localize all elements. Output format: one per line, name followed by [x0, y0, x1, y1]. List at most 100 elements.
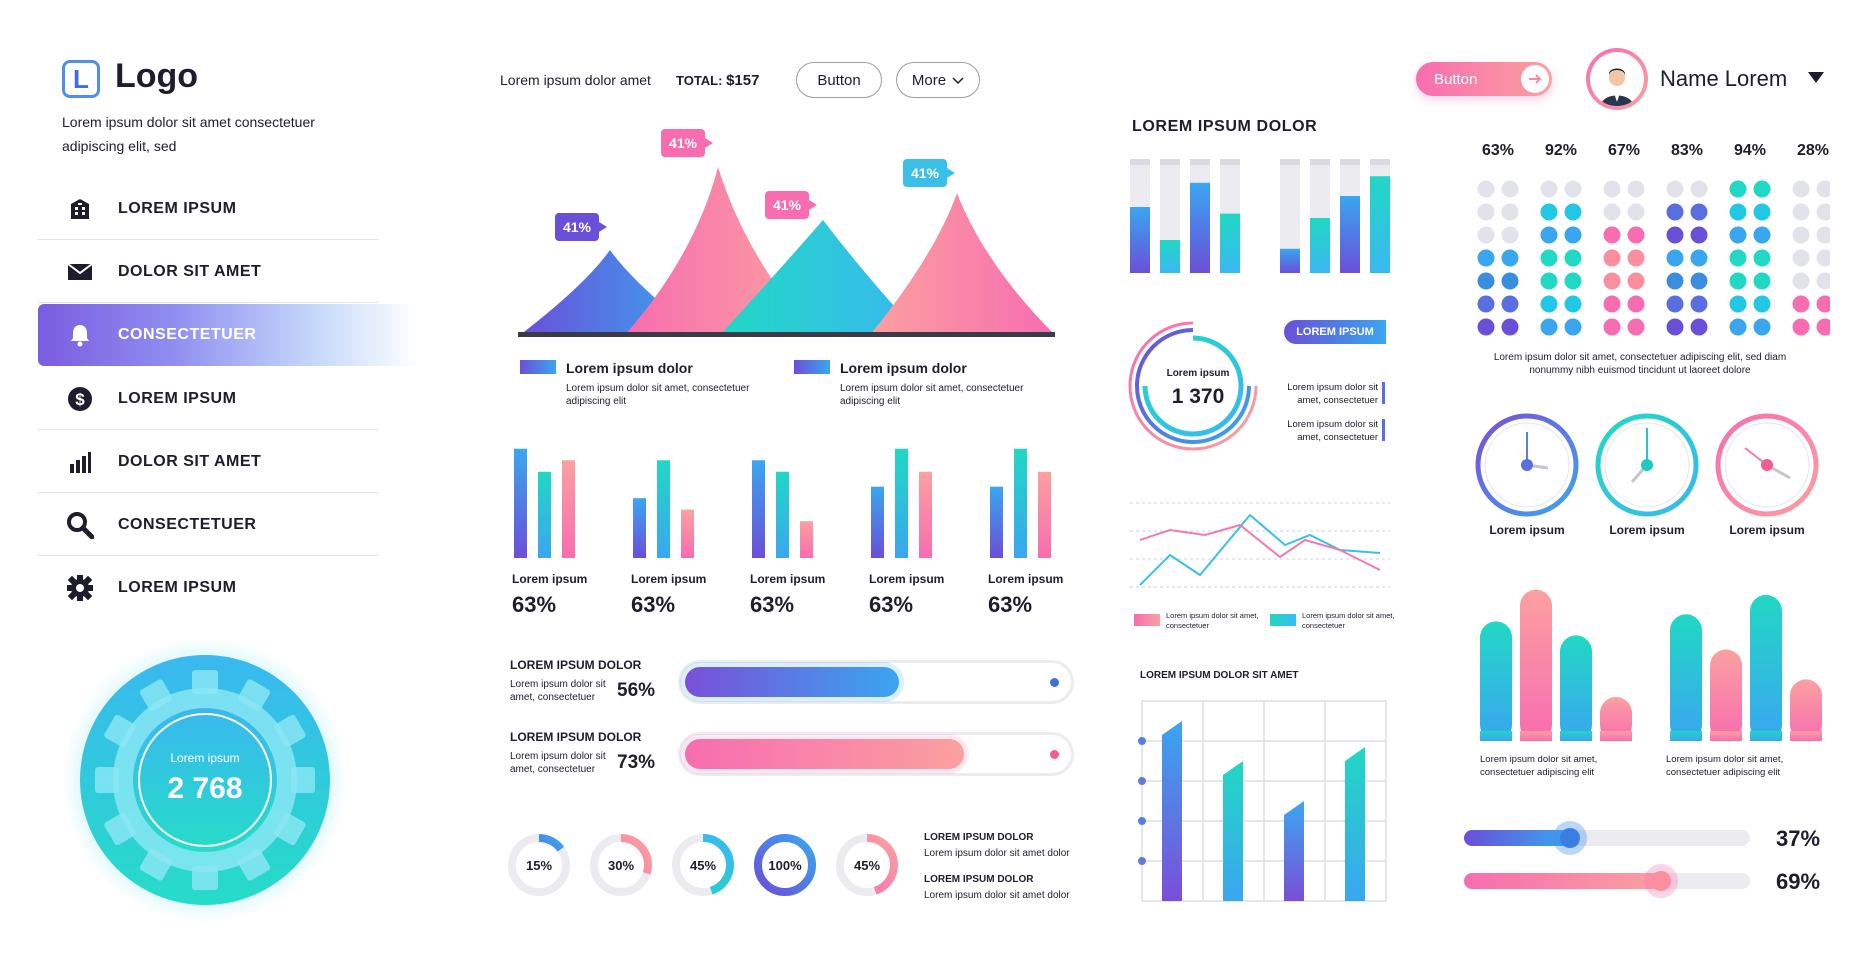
donut-2-label: 30% [608, 858, 634, 873]
sidebar-item-2[interactable]: DOLOR SIT AMET [38, 241, 378, 303]
more-dropdown[interactable]: More [896, 62, 980, 98]
dot [1501, 226, 1519, 244]
sidebar-item-6[interactable]: CONSECTETUER [38, 494, 378, 556]
building-icon [60, 197, 100, 221]
user-icon [1590, 52, 1644, 106]
dot [1603, 180, 1621, 198]
sidebar-item-5[interactable]: DOLOR SIT AMET [38, 431, 378, 493]
stack-bar-4 [1220, 213, 1240, 273]
dot [1690, 295, 1708, 313]
svg-text:41%: 41% [669, 135, 698, 151]
sidebar-item-1[interactable]: LOREM IPSUM [38, 178, 378, 240]
dot [1753, 272, 1771, 290]
big-bar-2-3 [1750, 594, 1782, 741]
column-bar-3 [1284, 801, 1304, 901]
dot [1627, 203, 1645, 221]
dot [1603, 249, 1621, 267]
envelope-icon [60, 262, 100, 282]
dot [1477, 226, 1495, 244]
slider-2-pct: 69% [1776, 869, 1821, 894]
dot [1753, 226, 1771, 244]
dot [1792, 203, 1810, 221]
bar-groups [508, 440, 1088, 570]
dot [1564, 180, 1582, 198]
dot [1816, 295, 1834, 313]
dot [1540, 249, 1558, 267]
peaks-legend-title-2: Lorem ipsum dolor [840, 360, 967, 376]
dot [1627, 180, 1645, 198]
dot-column-1-pct: 63% [1482, 142, 1514, 159]
sidebar-item-4[interactable]: $ LOREM IPSUM [38, 368, 378, 430]
peaks-legend-desc-1: Lorem ipsum dolor sit amet, consectetuer… [566, 383, 750, 407]
dot [1690, 226, 1708, 244]
donut-note-1-desc: Lorem ipsum dolor sit amet dolor [924, 848, 1070, 859]
sidebar-item-label: LOREM IPSUM [118, 199, 237, 217]
bar-group-4-bar-2 [895, 448, 908, 558]
slider-1-track[interactable] [1464, 821, 1750, 855]
pill-button-label: Button [1434, 70, 1478, 88]
dot [1792, 249, 1810, 267]
stack-bars [1130, 155, 1390, 275]
dot [1627, 226, 1645, 244]
slider-2-fill [1464, 873, 1661, 889]
big-bars [1470, 565, 1850, 745]
bar-group-3-bar-1 [752, 460, 765, 558]
column-bar-2 [1223, 761, 1243, 901]
dot [1666, 203, 1684, 221]
dot [1603, 318, 1621, 336]
bell-icon [60, 323, 100, 347]
column-bar-4 [1345, 747, 1365, 901]
donut-5 [836, 834, 898, 896]
bar-group-label: Lorem ipsum [631, 572, 707, 586]
user-name[interactable]: Name Lorem [1660, 66, 1788, 91]
peak-tag-2: 41% [661, 129, 713, 157]
slider-2-track[interactable] [1464, 864, 1750, 898]
sidebar-item-7[interactable]: LOREM IPSUM [38, 557, 378, 619]
dot [1666, 318, 1684, 336]
sidebar-item-3[interactable]: CONSECTETUER [38, 304, 418, 366]
pill-toggle-button[interactable]: Button [1416, 62, 1552, 96]
header-button[interactable]: Button [796, 62, 882, 98]
bar-group-3-bar-2 [776, 471, 789, 558]
stack-bar-1 [1130, 207, 1150, 273]
dot [1540, 295, 1558, 313]
dot-column-4-pct: 83% [1671, 142, 1703, 159]
logo-description: Lorem ipsum dolor sit amet consectetuer … [62, 114, 315, 154]
dot [1729, 318, 1747, 336]
progress-2-track [678, 732, 1074, 776]
dot [1666, 180, 1684, 198]
dot [1540, 226, 1558, 244]
search-icon [60, 511, 100, 539]
gear-widget-value: 2 768 [167, 772, 242, 805]
rings-badge: LOREM IPSUM [1284, 320, 1386, 344]
rings-note-2-bar [1382, 419, 1385, 441]
caret-down-icon[interactable] [1808, 72, 1824, 83]
avatar[interactable] [1586, 48, 1648, 110]
clock-1-label: Lorem ipsum [1489, 523, 1564, 537]
dot [1501, 295, 1519, 313]
bar-group-2-bar-3 [681, 509, 694, 558]
sidebar-item-label: CONSECTETUER [118, 515, 257, 533]
bar-group-1-bar-1 [514, 448, 527, 558]
peaks-chart: 41% 41% 41% 41% [515, 125, 1065, 345]
clock-3-icon [1715, 413, 1819, 517]
big-bars-caption-1: Lorem ipsum dolor sit amet, consectetuer… [1480, 754, 1598, 778]
dot [1540, 180, 1558, 198]
bar-group-pct: 63% [512, 592, 557, 617]
slider-1-handle[interactable] [1553, 821, 1587, 855]
line-legend-swatch-1 [1134, 614, 1160, 626]
slider-2-handle[interactable] [1644, 864, 1678, 898]
peak-tag-4: 41% [903, 159, 955, 187]
clock-3-label: Lorem ipsum [1729, 523, 1804, 537]
dot [1816, 203, 1834, 221]
bar-group-4-bar-3 [919, 471, 932, 558]
big-bar-1-2 [1520, 589, 1552, 741]
logo-text: Logo [115, 57, 199, 95]
dot [1666, 272, 1684, 290]
dollar-icon: $ [60, 386, 100, 412]
dot [1666, 226, 1684, 244]
gear-widget: Lorem ipsum 2 768 [60, 638, 350, 930]
svg-text:41%: 41% [911, 165, 940, 181]
slider-1-pct: 37% [1776, 826, 1821, 851]
dot [1477, 249, 1495, 267]
